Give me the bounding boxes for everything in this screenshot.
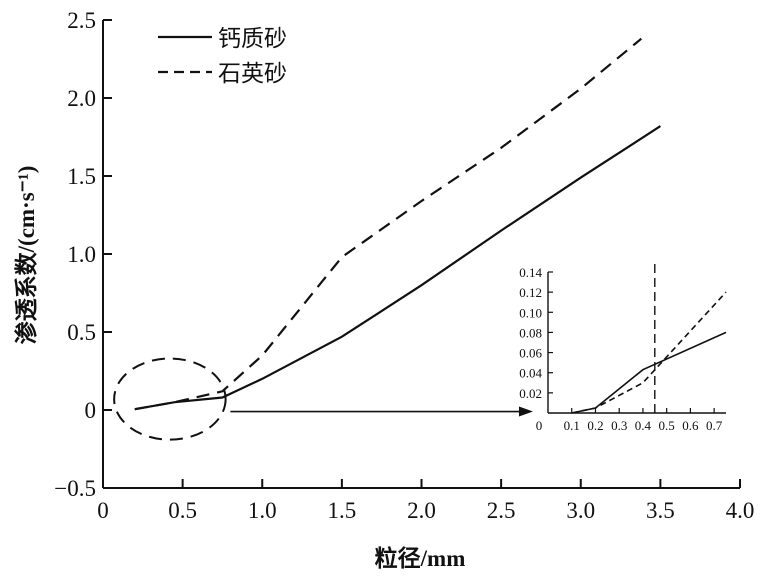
inset-x-tick-label-0-6: 0.6 xyxy=(682,418,699,433)
inset-x-tick-label-0-7: 0.7 xyxy=(706,418,723,433)
y-tick-label-1-0: 1.0 xyxy=(67,242,96,267)
inset-y-ticks: 0.02 0.04 0.06 0.08 0.10 0.12 0.14 xyxy=(519,265,553,401)
x-tick-label-4-0: 4.0 xyxy=(726,498,755,523)
y-tick-label-0: 0 xyxy=(85,398,97,423)
inset-y-tick-label-0-12: 0.12 xyxy=(519,285,542,300)
x-axis-title: 粒径/mm xyxy=(375,545,466,571)
main-x-ticks: 0 0.5 1.0 1.5 2.0 2.5 3.0 3.5 4.0 xyxy=(97,479,754,523)
zoom-arrow-head xyxy=(518,406,533,417)
inset-x-tick-label-0-2: 0.2 xyxy=(587,418,603,433)
y-tick-label-minus-0-5: −0.5 xyxy=(54,476,96,501)
y-axis-title: 渗透系数/(cm·s⁻¹) xyxy=(13,166,39,345)
inset-y-tick-label-0-04: 0.04 xyxy=(519,366,542,381)
y-tick-label-1-5: 1.5 xyxy=(67,164,96,189)
y-tick-label-2-0: 2.0 xyxy=(67,86,96,111)
inset-series-line-calcareous-sand xyxy=(571,331,727,414)
legend: 钙质砂 石英砂 xyxy=(158,26,287,87)
inset-y-tick-label-0-02: 0.02 xyxy=(519,386,542,401)
x-tick-label-0-5: 0.5 xyxy=(168,498,197,523)
inset-series-line-quartz-sand xyxy=(571,291,727,414)
series-line-quartz-sand xyxy=(134,37,642,411)
inset-x-tick-label-0-1: 0.1 xyxy=(564,418,580,433)
series-line-calcareous-sand xyxy=(134,125,661,411)
inset-y-tick-label-0-14: 0.14 xyxy=(519,265,542,280)
x-tick-label-2-0: 2.0 xyxy=(407,498,436,523)
x-tick-label-2-5: 2.5 xyxy=(487,498,516,523)
legend-label-calcareous-sand: 钙质砂 xyxy=(218,26,287,52)
x-tick-label-1-5: 1.5 xyxy=(328,498,357,523)
x-tick-label-3-0: 3.0 xyxy=(566,498,595,523)
main-y-ticks: −0.5 0 0.5 1.0 1.5 2.0 2.5 xyxy=(54,8,112,501)
inset-y-tick-label-0-10: 0.10 xyxy=(519,305,542,320)
inset-x-tick-label-0: 0 xyxy=(536,418,543,433)
inset-chart: 0 0.1 0.2 0.3 0.4 0.5 0.6 0.7 0.020.040.060.080… xyxy=(519,264,727,433)
inset-x-tick-label-0-5: 0.5 xyxy=(659,418,675,433)
x-tick-label-1-0: 1.0 xyxy=(248,498,277,523)
inset-x-tick-label-0-3: 0.3 xyxy=(611,418,627,433)
y-tick-label-2-5: 2.5 xyxy=(67,8,96,33)
inset-y-tick-label-0-08: 0.08 xyxy=(519,325,542,340)
y-tick-label-0-5: 0.5 xyxy=(67,320,96,345)
zoom-ellipse xyxy=(113,357,227,441)
inset-x-ticks: 0 0.1 0.2 0.3 0.4 0.5 0.6 0.7 xyxy=(536,408,723,433)
x-tick-label-3-5: 3.5 xyxy=(646,498,675,523)
zoom-arrow xyxy=(230,406,533,417)
x-tick-label-0: 0 xyxy=(97,498,109,523)
inset-x-tick-label-0-4: 0.4 xyxy=(635,418,652,433)
inset-y-tick-label-0-06: 0.06 xyxy=(519,346,542,361)
legend-label-quartz-sand: 石英砂 xyxy=(218,61,287,87)
